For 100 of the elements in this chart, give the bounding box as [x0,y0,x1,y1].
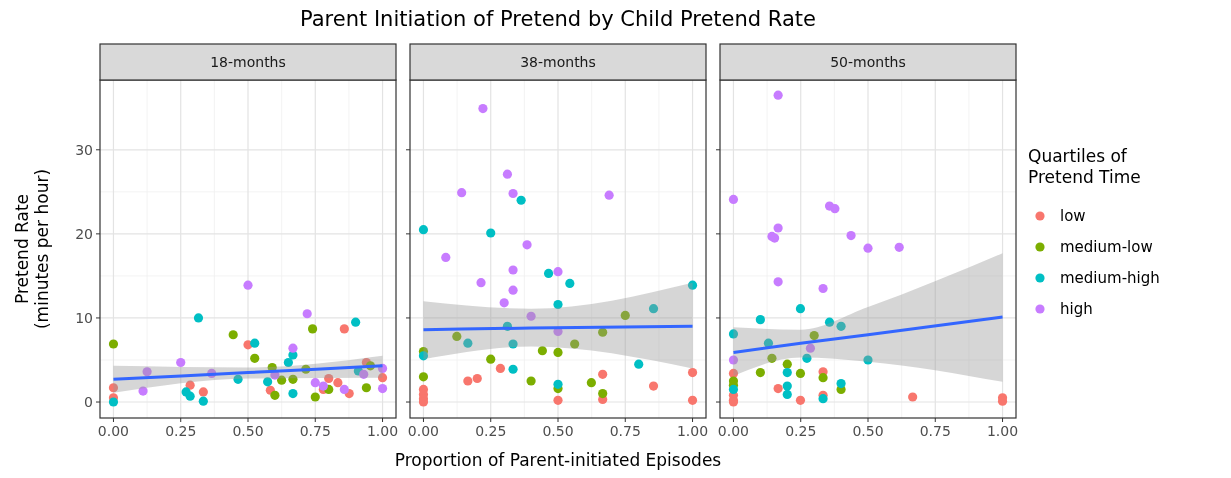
point [543,268,554,278]
point [728,384,739,395]
point [795,368,806,379]
x-tick-label: 0.75 [299,423,331,439]
point [233,374,243,384]
point [648,381,659,391]
point [283,357,293,368]
point [472,373,482,384]
x-tick-label: 0.25 [785,423,817,439]
point [782,359,792,369]
point [570,339,580,349]
legend-title: Quartiles of Pretend Time [1028,146,1141,187]
point [728,194,739,204]
point [263,377,273,387]
point [846,230,856,241]
point [250,353,260,363]
point [307,324,318,334]
legend-label: medium-low [1060,238,1153,256]
point [526,311,536,321]
point [894,242,904,252]
point [502,169,513,179]
point [553,379,563,389]
point [586,378,596,388]
point [339,384,349,395]
point [108,383,119,393]
point [598,369,608,379]
point [418,351,429,361]
point [836,321,846,331]
point [361,383,371,393]
point [463,338,473,348]
point [463,376,473,386]
point [508,339,518,349]
chart-subtitle: 38-months [520,54,596,70]
point [270,390,280,400]
point [773,90,783,100]
point [108,397,119,407]
x-tick-label: 1.00 [366,423,399,439]
point [634,359,644,369]
point [687,395,698,405]
point [333,378,343,388]
point [620,310,630,321]
point [773,383,783,394]
point [782,381,792,391]
point [782,368,792,378]
point [452,331,462,342]
point [377,373,388,383]
point [755,368,765,378]
point [508,285,518,295]
point [108,339,119,349]
text: Parent Initiation of Pretend by Child Pretend Rate [300,7,816,31]
point [478,103,488,114]
y-tick-label: 30 [75,141,93,158]
point [499,298,509,308]
point [441,252,451,263]
point [805,343,816,353]
x-tick-label: 0.25 [165,423,197,439]
point [604,190,614,200]
point [288,374,298,384]
point [755,315,765,325]
point [795,304,806,314]
point [553,299,563,310]
point [809,331,819,341]
point [795,395,806,405]
point [537,346,547,356]
point [351,317,361,327]
y-tick-label: 10 [75,309,93,326]
point [418,225,429,235]
legend-label: low [1060,207,1086,225]
point [802,353,812,363]
point [526,376,536,386]
point [863,243,873,253]
point [310,378,320,388]
x-tick-label: 0.25 [475,423,507,439]
point [598,389,608,399]
x-tick-label: 0.00 [97,423,130,439]
x-tick-label: 0.75 [609,423,641,439]
point [565,278,575,289]
point [176,357,186,368]
point [687,368,698,378]
point [516,195,526,205]
point [553,267,563,277]
point [138,386,148,396]
point [495,363,506,373]
point [310,392,320,402]
point [198,396,208,406]
point [486,228,496,238]
point [782,389,792,400]
legend-label: high [1060,300,1093,318]
point [198,387,208,397]
point [457,188,467,198]
point [522,240,532,250]
x-tick-label: 0.75 [919,423,951,439]
y-tick-label: 0 [84,394,93,411]
point [193,313,204,323]
point [250,338,260,348]
point [508,265,518,275]
point [359,369,369,379]
point [277,375,287,385]
point [687,280,698,290]
x-tick-label: 0.50 [232,423,264,439]
